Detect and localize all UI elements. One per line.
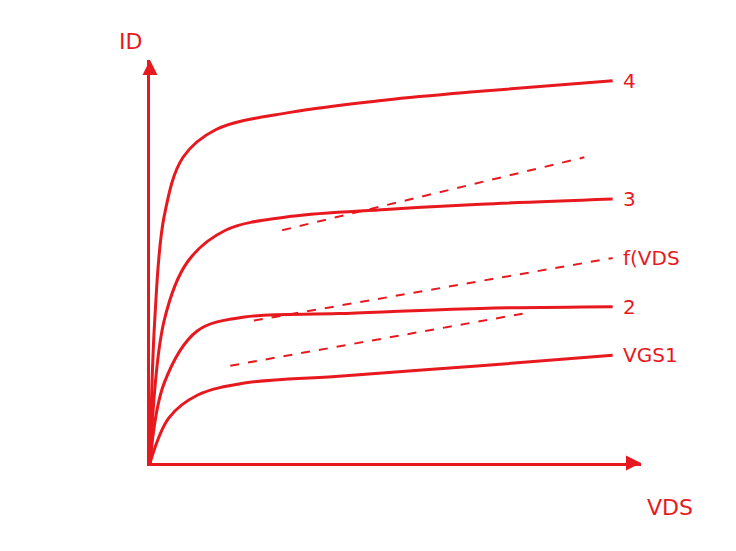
svg-text:4: 4 <box>623 69 636 93</box>
svg-text:3: 3 <box>623 187 636 211</box>
svg-text:f(VDS: f(VDS <box>623 246 680 270</box>
svg-text:VDS: VDS <box>647 495 693 520</box>
svg-text:2: 2 <box>623 295 636 319</box>
svg-text:ID: ID <box>119 29 142 54</box>
svg-text:VGS1: VGS1 <box>623 343 678 367</box>
